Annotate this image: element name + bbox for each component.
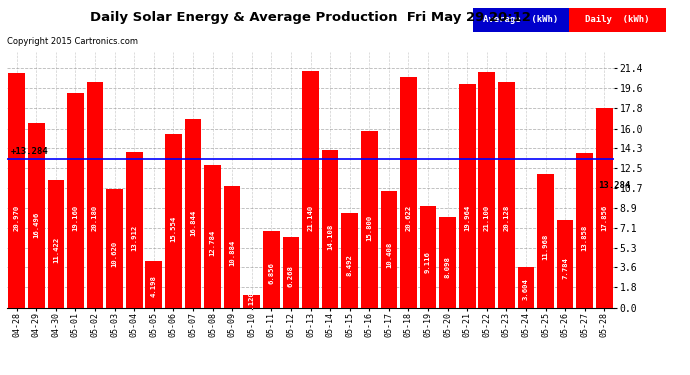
Bar — [106, 189, 123, 308]
Text: 20.970: 20.970 — [14, 205, 20, 231]
Bar — [185, 119, 201, 308]
Text: 11.968: 11.968 — [542, 234, 549, 260]
Bar — [244, 295, 260, 307]
Text: +13.284: +13.284 — [11, 147, 48, 156]
Text: 3.604: 3.604 — [523, 278, 529, 300]
Text: 10.408: 10.408 — [386, 242, 392, 268]
Bar — [538, 174, 554, 308]
Bar — [557, 220, 573, 308]
Text: 8.492: 8.492 — [346, 254, 353, 276]
Text: 10.620: 10.620 — [112, 241, 117, 267]
Text: 10.884: 10.884 — [229, 240, 235, 266]
Text: Average  (kWh): Average (kWh) — [483, 15, 559, 24]
Text: 17.856: 17.856 — [601, 205, 607, 231]
Text: 6.856: 6.856 — [268, 262, 275, 284]
Text: 13.912: 13.912 — [131, 224, 137, 251]
Text: 7.784: 7.784 — [562, 257, 568, 279]
Bar — [204, 165, 221, 308]
Bar — [498, 82, 515, 308]
Text: 19.160: 19.160 — [72, 205, 79, 231]
Text: 16.844: 16.844 — [190, 210, 196, 236]
Bar — [342, 213, 358, 308]
Bar — [263, 231, 279, 308]
Bar — [322, 150, 338, 308]
Text: 15.800: 15.800 — [366, 215, 373, 241]
Bar — [67, 93, 83, 308]
Bar — [283, 237, 299, 308]
Text: 20.128: 20.128 — [504, 205, 509, 231]
Bar — [361, 131, 377, 308]
Text: Daily  (kWh): Daily (kWh) — [585, 15, 650, 24]
Bar — [165, 134, 181, 308]
Text: 20.622: 20.622 — [406, 205, 411, 231]
Text: 8.098: 8.098 — [444, 256, 451, 278]
Text: Daily Solar Energy & Average Production  Fri May 29 20:12: Daily Solar Energy & Average Production … — [90, 11, 531, 24]
Text: 14.108: 14.108 — [327, 224, 333, 250]
Bar — [420, 206, 436, 308]
Bar — [380, 191, 397, 308]
Bar — [440, 217, 456, 308]
Text: 1.120: 1.120 — [248, 291, 255, 313]
Bar — [28, 123, 45, 308]
Text: 13.858: 13.858 — [582, 225, 588, 251]
Text: 15.554: 15.554 — [170, 216, 177, 242]
Bar — [478, 72, 495, 308]
Bar — [400, 77, 417, 308]
Bar — [518, 267, 534, 308]
Bar — [576, 153, 593, 308]
Text: 12.784: 12.784 — [210, 230, 215, 256]
Bar — [87, 82, 104, 308]
Text: 11.422: 11.422 — [53, 237, 59, 263]
Bar — [48, 180, 64, 308]
Text: 21.140: 21.140 — [308, 205, 313, 231]
Text: 6.268: 6.268 — [288, 265, 294, 287]
Bar — [459, 84, 475, 308]
Bar — [224, 186, 241, 308]
Text: 20.180: 20.180 — [92, 205, 98, 231]
Bar — [146, 261, 162, 308]
Text: Copyright 2015 Cartronics.com: Copyright 2015 Cartronics.com — [7, 38, 138, 46]
Bar — [126, 152, 143, 308]
Bar — [302, 71, 319, 308]
Text: 9.116: 9.116 — [425, 251, 431, 273]
Text: 13.284: 13.284 — [598, 181, 630, 190]
Text: 4.198: 4.198 — [151, 275, 157, 297]
Bar — [8, 73, 25, 308]
Text: 16.496: 16.496 — [33, 211, 39, 238]
Bar — [596, 108, 613, 307]
Text: 21.100: 21.100 — [484, 205, 490, 231]
Text: 19.964: 19.964 — [464, 205, 470, 231]
